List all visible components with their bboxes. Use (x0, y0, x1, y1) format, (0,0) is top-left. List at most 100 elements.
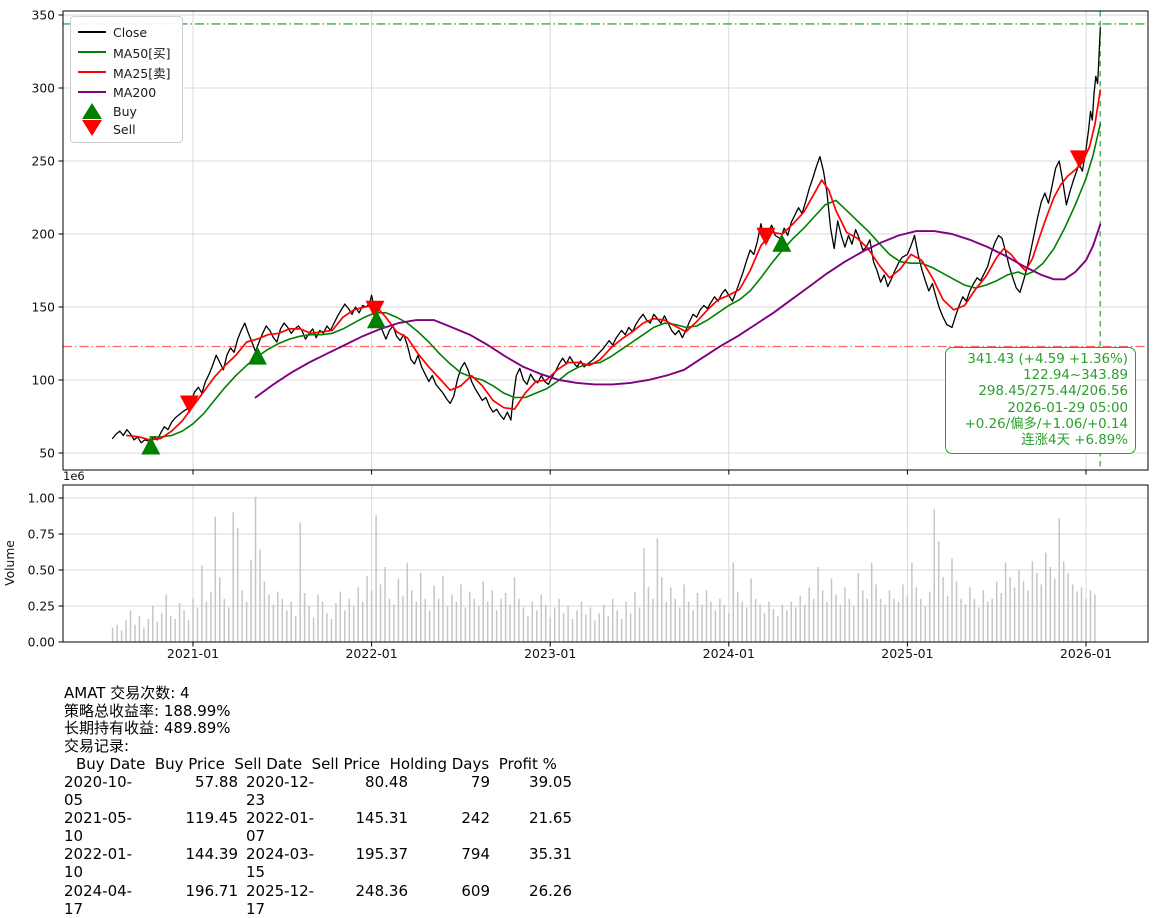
x-axis-label: 2024-01 (703, 646, 755, 661)
price-ytick-label: 150 (32, 300, 55, 314)
trade-buy-price: 57.88 (195, 773, 238, 791)
legend: Close MA50[买] MA25[卖] MA200 Buy Sell (70, 16, 183, 143)
legend-item-ma50: MA50[买] (78, 42, 171, 62)
trade-sell-price: 248.36 (355, 881, 409, 900)
legend-label-close: Close (113, 24, 148, 40)
trade-sell-date: 2025-12-17 (246, 881, 315, 918)
volume-ytick-label: 0.00 (28, 635, 55, 649)
trade-table: Buy Date Buy Price Sell Date Sell Price … (64, 755, 572, 918)
trade-holding-days: 242 (461, 809, 490, 828)
figure: 50 100 150 200 250 300 350 2021-01 2022-01 2023-0… (3, 8, 1149, 918)
buy-marker-icon (82, 103, 102, 119)
legend-swatch-ma50 (78, 51, 106, 53)
trade-row: 2024-04-17 196.71 2025-12-17 248.36 609 26.26 (64, 882, 572, 918)
annotation-range: 122.94~343.89 (1023, 368, 1128, 384)
annotation-momentum: +0.26/偏多/+1.06/+0.14 (964, 416, 1128, 432)
volume-ytick-label: 0.25 (28, 599, 55, 613)
trade-table-body: 2020-10-05 57.88 2020-12-23 80.48 79 39.05 202… (64, 773, 572, 918)
annotation-ma-values: 298.45/275.44/206.56 (978, 384, 1128, 400)
buy-marker (141, 436, 161, 455)
trade-profit-pct: 21.65 (529, 809, 572, 828)
trade-col-gap (238, 773, 246, 809)
x-axis-label: 2026-01 (1060, 646, 1112, 661)
sell-marker (756, 227, 776, 246)
volume-offset-label: 1e6 (63, 469, 85, 483)
trade-sell-price: 195.37 (355, 845, 409, 864)
trade-row: 2020-10-05 57.88 2020-12-23 80.48 79 39.05 (64, 773, 572, 809)
trade-profit-pct: 35.31 (529, 845, 572, 864)
trade-sell-date: 2022-01-07 (246, 809, 315, 846)
annotation-last-price: 341.43 (+4.59 +1.36%) (967, 352, 1128, 367)
trade-sell-date: 2024-03-15 (246, 845, 315, 882)
trade-buy-price: 119.45 (185, 809, 239, 828)
volume-plot-border (62, 484, 1149, 643)
legend-item-sell: Sell (78, 120, 171, 138)
trade-row: 2022-01-10 144.39 2024-03-15 195.37 794 35.31 (64, 845, 572, 881)
trade-buy-price: 144.39 (185, 845, 239, 864)
trade-holding-days: 609 (461, 881, 490, 900)
trade-profit-pct: 26.26 (529, 881, 572, 900)
hold-return-line: 长期持有收益: 489.89% (64, 719, 231, 737)
price-ytick-label: 350 (32, 8, 55, 22)
price-ytick-label: 250 (32, 154, 55, 168)
trade-buy-price: 196.71 (185, 881, 239, 900)
trade-buy-date: 2021-05-10 (64, 809, 133, 846)
trade-profit-pct: 39.05 (529, 773, 572, 791)
trade-col-gap (238, 809, 246, 845)
legend-swatch-ma25 (78, 71, 106, 73)
price-ytick-label: 50 (39, 446, 55, 460)
buy-marker (247, 346, 267, 365)
price-ytick-label: 200 (32, 227, 55, 241)
ma200-line (254, 223, 1102, 399)
close-line (111, 26, 1101, 444)
volume-ytick-label: 0.75 (28, 527, 55, 541)
trade-sell-price: 80.48 (365, 773, 408, 791)
legend-label-buy: Buy (113, 103, 137, 119)
legend-item-close: Close (78, 22, 171, 42)
trade-sell-price: 145.31 (355, 809, 409, 828)
legend-label-ma50: MA50[买] (113, 45, 171, 61)
legend-label-ma25: MA25[卖] (113, 65, 171, 81)
ma50-line (149, 123, 1102, 438)
price-ytick-label: 300 (32, 81, 55, 95)
trade-holding-days: 79 (470, 773, 490, 791)
legend-swatch-ma200 (78, 91, 106, 93)
trade-buy-date: 2024-04-17 (64, 881, 133, 918)
legend-item-buy: Buy (78, 102, 171, 120)
summary-block: AMAT 交易次数: 4 策略总收益率: 188.99% 长期持有收益: 489… (64, 684, 572, 918)
price-plot-border (62, 10, 1149, 471)
price-ytick-label: 100 (32, 373, 55, 387)
volume-ytick-label: 1.00 (28, 491, 55, 505)
trade-row: 2021-05-10 119.45 2022-01-07 145.31 242 21.65 (64, 809, 572, 845)
x-axis-label: 2025-01 (881, 646, 933, 661)
ma25-line (126, 89, 1102, 441)
trade-sell-date: 2020-12-23 (246, 773, 315, 810)
buy-marker (367, 310, 386, 329)
x-axis-label: 2023-01 (524, 646, 576, 661)
close-line-swatch (78, 31, 106, 33)
trade-buy-date: 2020-10-05 (64, 773, 133, 810)
x-axis-label: 2021-01 (167, 646, 219, 661)
volume-axis-title: Volume (3, 540, 17, 586)
sell-marker (179, 395, 199, 414)
strategy-return-line: 策略总收益率: 188.99% (64, 701, 231, 720)
annotation-streak: 连涨4天 +6.89% (1021, 433, 1128, 449)
legend-label-sell: Sell (113, 121, 136, 137)
sell-marker (1069, 150, 1089, 169)
x-axis-label: 2022-01 (345, 646, 397, 661)
sell-marker-icon (82, 120, 102, 136)
buy-marker (772, 233, 792, 252)
trade-col-gap (238, 845, 246, 881)
trade-holding-days: 794 (461, 845, 490, 864)
legend-item-ma25: MA25[卖] (78, 62, 171, 82)
volume-ytick-label: 0.50 (28, 563, 55, 577)
annotation-box: 341.43 (+4.59 +1.36%) 122.94~343.89 298.… (945, 347, 1136, 455)
annotation-datetime: 2026-01-29 05:00 (1007, 400, 1128, 416)
trade-buy-date: 2022-01-10 (64, 845, 133, 882)
legend-label-ma200: MA200 (113, 84, 157, 100)
trade-records-label: 交易记录: (64, 736, 130, 755)
sell-marker (365, 300, 385, 319)
trade-table-header: Buy Date Buy Price Sell Date Sell Price … (76, 755, 557, 773)
trade-count-line: AMAT 交易次数: 4 (64, 684, 190, 702)
trade-col-gap (238, 882, 246, 918)
